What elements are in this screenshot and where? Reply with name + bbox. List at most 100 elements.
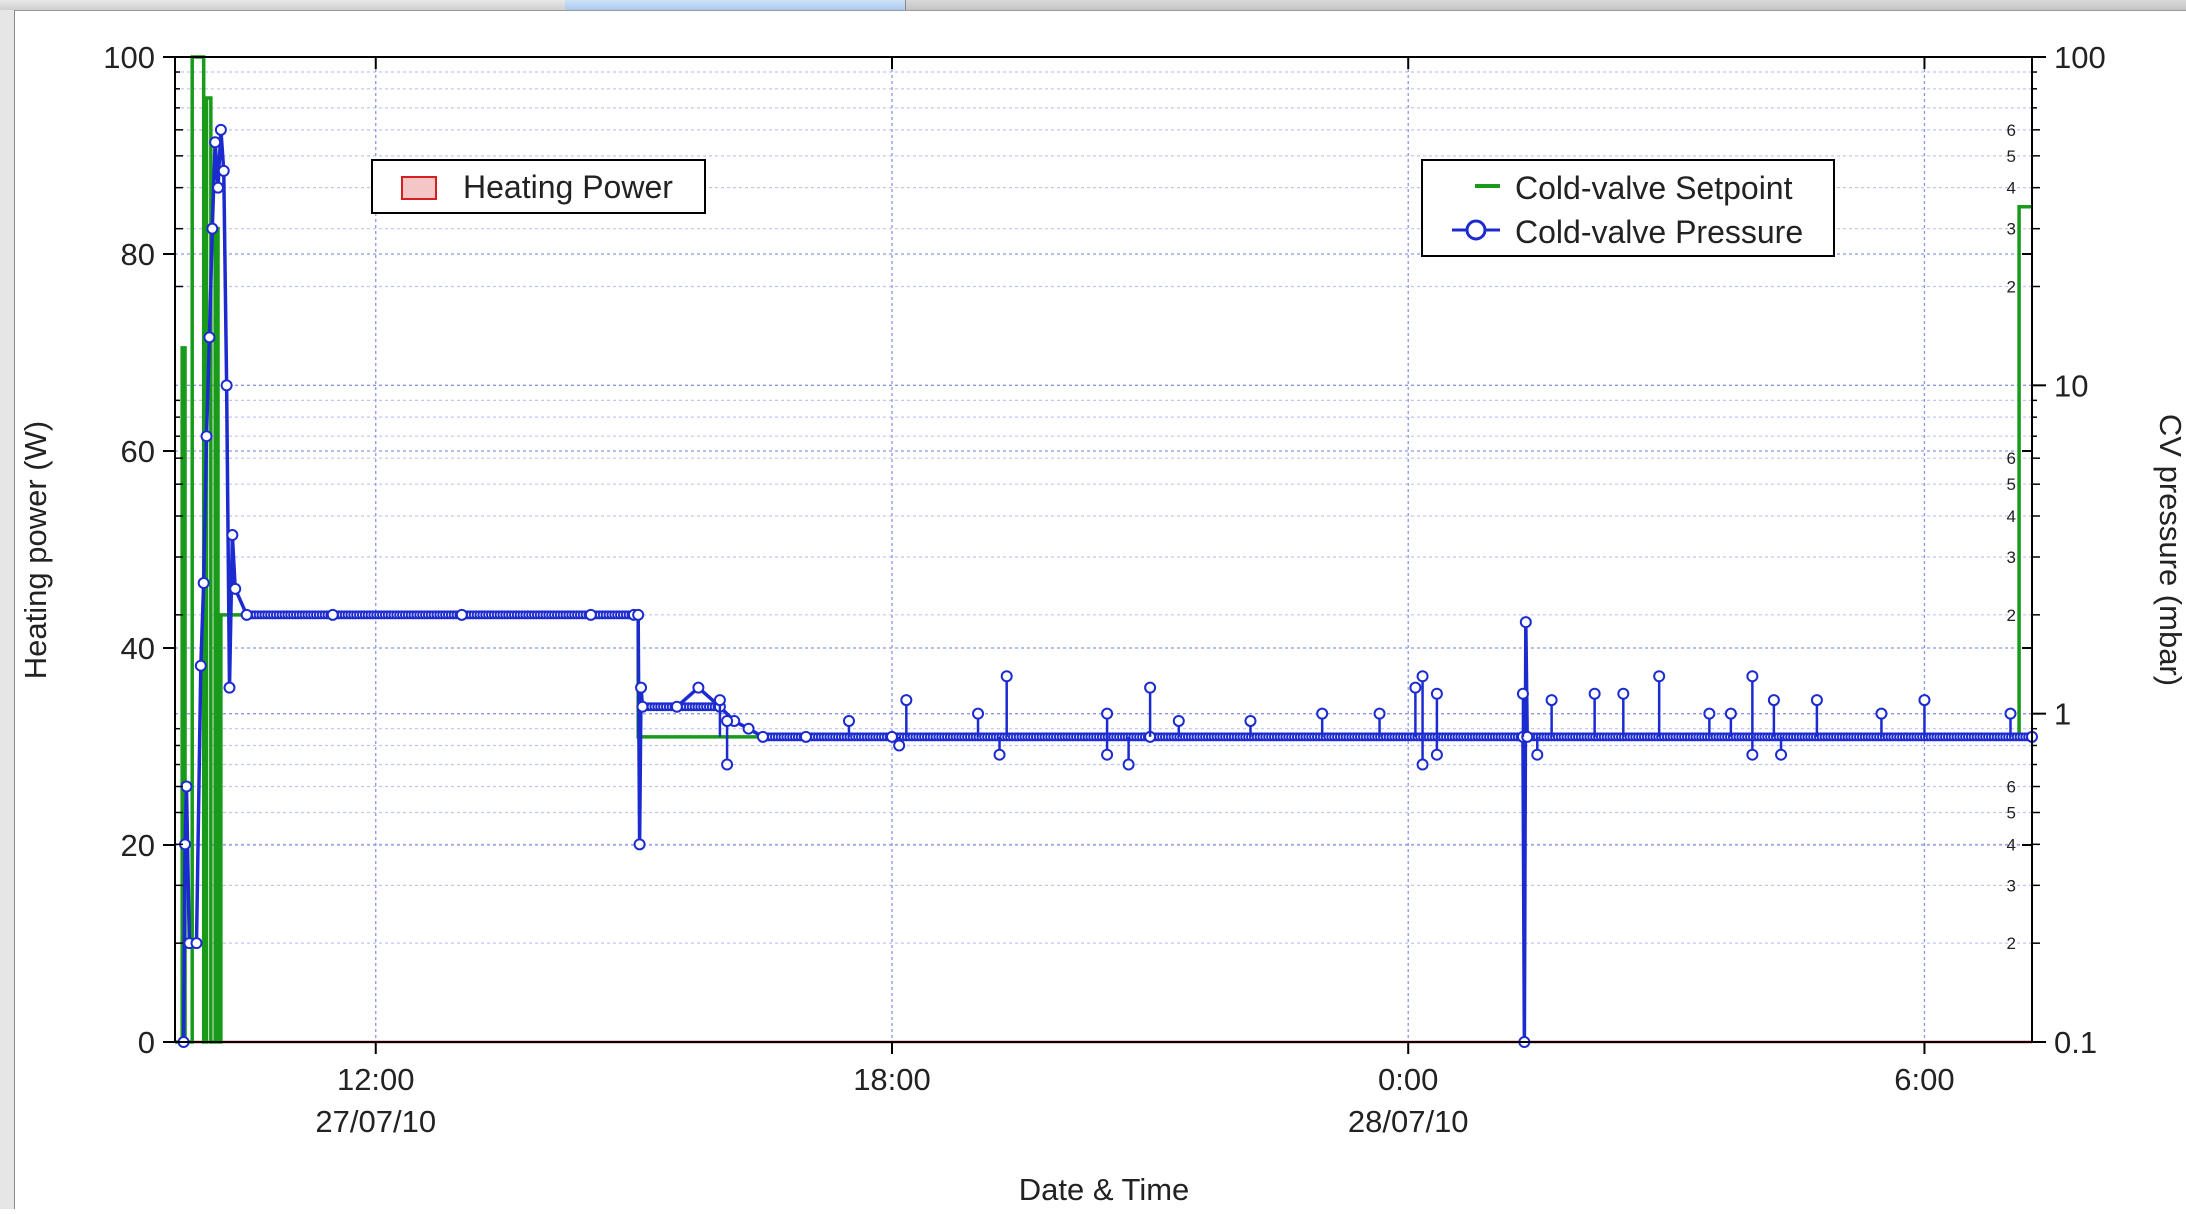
pressure-marker xyxy=(240,608,253,621)
legend-valves-box xyxy=(1421,159,1835,257)
pressure-marker xyxy=(756,730,769,743)
pressure-spike-marker xyxy=(1724,707,1737,720)
pressure-marker xyxy=(200,430,213,443)
y-left-tick-label: 0 xyxy=(138,1025,155,1060)
pressure-spike-marker xyxy=(1875,707,1888,720)
pressure-spike-marker xyxy=(1703,707,1716,720)
series-pressure-line xyxy=(181,128,2032,1044)
pressure-marker xyxy=(632,608,645,621)
y-right-minor-tick-label: 6 xyxy=(2007,121,2016,140)
pressure-marker xyxy=(670,700,683,713)
pressure-marker xyxy=(584,608,597,621)
pressure-marker xyxy=(217,164,230,177)
pressure-spike-marker xyxy=(721,758,734,771)
y-right-minor-tick-label: 3 xyxy=(2007,548,2016,567)
pressure-spike-marker xyxy=(893,739,906,752)
pressure-spike-marker xyxy=(713,694,726,707)
pressure-spike-marker xyxy=(1430,687,1443,700)
window-frame-left xyxy=(0,10,15,1209)
pressure-marker xyxy=(636,700,649,713)
tab-2[interactable] xyxy=(330,0,566,10)
y-right-minor-tick-label: 4 xyxy=(2007,835,2016,854)
pressure-marker xyxy=(1519,616,1532,629)
pressure-marker xyxy=(212,181,225,194)
pressure-marker xyxy=(194,659,207,672)
x-tick-label: 12:00 xyxy=(337,1062,415,1097)
pressure-spike-marker xyxy=(1101,748,1114,761)
x-tick-date-label: 28/07/10 xyxy=(1348,1104,1469,1139)
chart-svg: 0 20 40 60 80 100 0.1 2 3 4 5 6 1 2 3 4 5 6 10 2 3 4 5 6 100 12:0… xyxy=(18,40,2186,1207)
pressure-spike-marker xyxy=(2004,707,2017,720)
pressure-spike-marker xyxy=(972,707,985,720)
y-left-tick-label: 20 xyxy=(121,828,155,863)
pressure-marker xyxy=(692,681,705,694)
y-right-minor-tick-label: 5 xyxy=(2007,804,2016,823)
legend-setpoint-label: Cold-valve Setpoint xyxy=(1515,170,1793,206)
y-right-minor-tick-label: 6 xyxy=(2007,449,2016,468)
y-left-tick-label: 80 xyxy=(121,237,155,272)
pressure-marker xyxy=(206,222,219,235)
grid xyxy=(175,57,2032,1042)
y-left-tick-label: 40 xyxy=(121,631,155,666)
x-axis-label: Date & Time xyxy=(1019,1172,1190,1207)
x-tick-label: 0:00 xyxy=(1378,1062,1438,1097)
legend-pressure-label: Cold-valve Pressure xyxy=(1515,214,1803,250)
y-right-minor-tick-label: 2 xyxy=(2007,277,2016,296)
pressure-spike-marker xyxy=(1101,707,1114,720)
pressure-spike-marker xyxy=(1767,694,1780,707)
pressure-marker xyxy=(455,608,468,621)
legend-valves: Cold-valve Setpoint Cold-valve Pressure xyxy=(1421,159,1835,257)
pressure-marker xyxy=(223,681,236,694)
y-right-minor-tick-label: 3 xyxy=(2007,876,2016,895)
series xyxy=(175,55,2038,1048)
y-right-tick-label: 100 xyxy=(2054,40,2106,75)
y-left-tick-label: 60 xyxy=(121,434,155,469)
x-tick-date-label: 27/07/10 xyxy=(315,1104,436,1139)
pressure-spike-marker xyxy=(1172,714,1185,727)
pressure-spike-marker xyxy=(1000,670,1013,683)
y-right-minor-tick-label: 5 xyxy=(2007,475,2016,494)
pressure-spike-marker xyxy=(1810,694,1823,707)
pressure-marker xyxy=(197,577,210,590)
pressure-spike-marker xyxy=(1516,687,1529,700)
pressure-marker xyxy=(799,730,812,743)
legend-pressure-marker xyxy=(1465,219,1487,241)
y-right-minor-tick-label: 4 xyxy=(2007,507,2016,526)
pressure-marker xyxy=(220,379,233,392)
pressure-spike-marker xyxy=(1746,670,1759,683)
plot-frame xyxy=(174,56,2033,1043)
y-right-minor-tick-label: 4 xyxy=(2007,179,2016,198)
pressure-spike-marker xyxy=(1617,687,1630,700)
pressure-spike-marker xyxy=(1244,714,1257,727)
pressure-marker xyxy=(229,582,242,595)
pressure-spike-marker xyxy=(721,714,734,727)
pressure-spike-marker xyxy=(1373,707,1386,720)
pressure-spike-marker xyxy=(1775,748,1788,761)
y-axis-right-label: CV pressure (mbar) xyxy=(2153,414,2186,686)
pressure-marker xyxy=(226,529,239,542)
pressure-marker xyxy=(885,730,898,743)
pressure-spike-marker xyxy=(1918,694,1931,707)
y-axis-left-label: Heating power (W) xyxy=(18,421,53,679)
pressure-spike-marker xyxy=(1144,681,1157,694)
pressure-spike-marker xyxy=(1531,748,1544,761)
legend-heating-box xyxy=(371,159,706,214)
pressure-marker xyxy=(190,937,203,950)
axes: 0 20 40 60 80 100 0.1 2 3 4 5 6 1 2 3 4 5 6 10 2 3 4 5 6 100 12:0… xyxy=(103,40,2105,1139)
tab-1[interactable] xyxy=(0,0,331,10)
x-tick-label: 18:00 xyxy=(853,1062,931,1097)
legend-heating-swatch xyxy=(401,176,437,200)
y-right-minor-tick-label: 3 xyxy=(2007,220,2016,239)
pressure-marker xyxy=(742,722,755,735)
pressure-marker xyxy=(633,838,646,851)
pressure-spike-marker xyxy=(1122,758,1135,771)
y-right-tick-label: 1 xyxy=(2054,697,2071,732)
y-right-minor-tick-label: 5 xyxy=(2007,147,2016,166)
pressure-spike-marker xyxy=(1653,670,1666,683)
y-right-minor-tick-label: 2 xyxy=(2007,934,2016,953)
pressure-marker xyxy=(209,136,222,149)
y-right-tick-label: 0.1 xyxy=(2054,1025,2097,1060)
pressure-spike-marker xyxy=(1316,707,1329,720)
pressure-spike-marker xyxy=(900,694,913,707)
tab-3[interactable] xyxy=(565,0,906,10)
